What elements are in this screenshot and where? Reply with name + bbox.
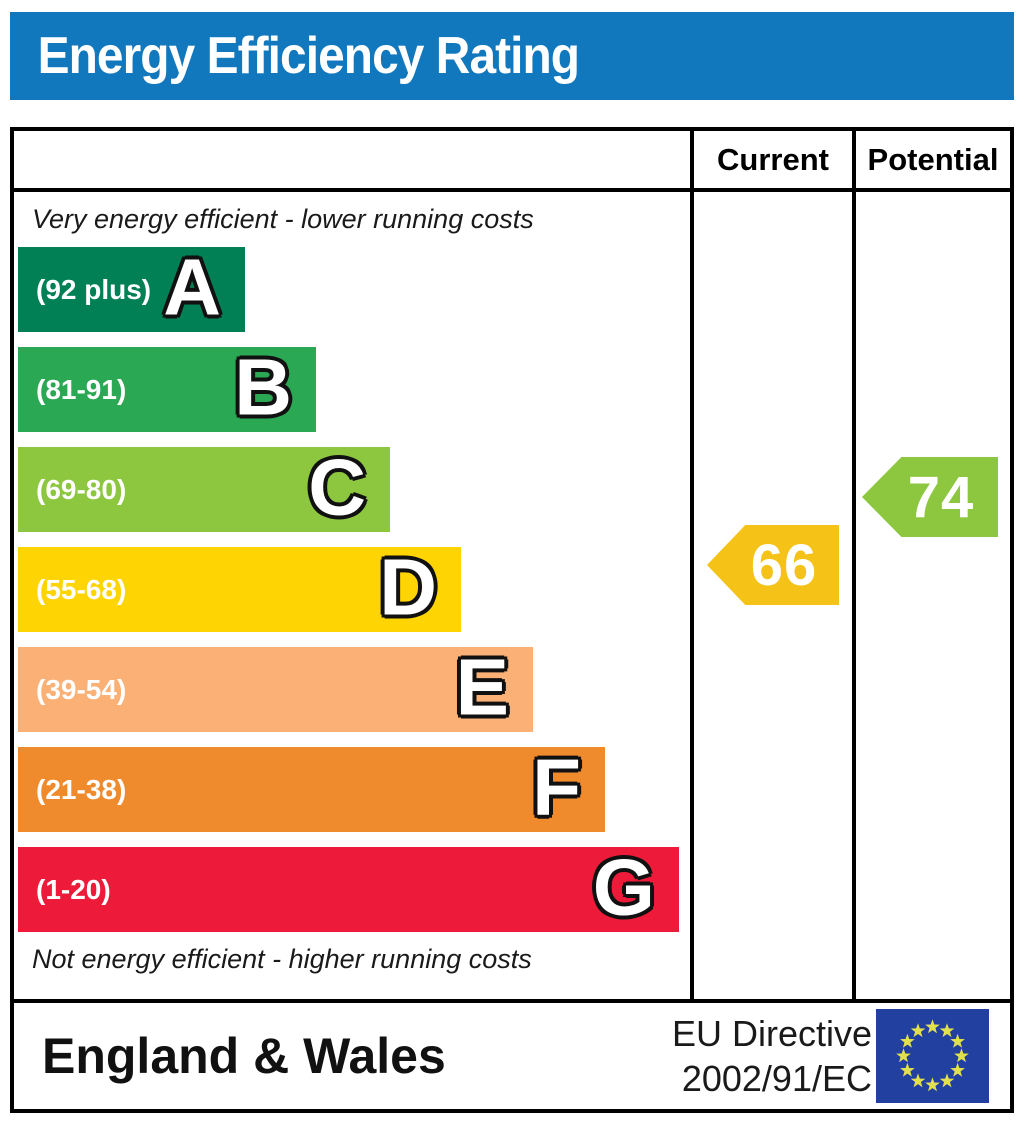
footer: England & Wales EU Directive 2002/91/EC (10, 999, 1014, 1113)
title-bar: Energy Efficiency Rating (10, 12, 1014, 100)
header-row-divider (10, 188, 1014, 192)
potential-rating-arrow: 74 (862, 457, 998, 537)
band-letter: D (379, 542, 437, 632)
eu-directive-label: EU Directive 2002/91/EC (604, 1011, 872, 1101)
eu-flag-star (925, 1019, 940, 1034)
band-range-label: (21-38) (36, 773, 127, 805)
band-letter: A (163, 242, 221, 332)
eu-flag-star (950, 1062, 965, 1077)
band-g-bar: (1-20) G (18, 847, 679, 932)
band-d-bar: (55-68) D (18, 547, 461, 632)
band-f-bar: (21-38) F (18, 747, 605, 832)
eu-flag-star (939, 1073, 955, 1088)
band-letter: G (592, 842, 655, 932)
current-column-header: Current (717, 142, 829, 177)
band-a-bar: (92 plus) A (18, 247, 245, 332)
column-divider-potential (852, 127, 856, 1003)
band-range-label: (81-91) (36, 373, 127, 405)
band-letter: B (234, 342, 292, 432)
region-label: England & Wales (42, 1028, 446, 1084)
band-letter: E (455, 642, 509, 732)
band-b-bar: (81-91) B (18, 347, 316, 432)
eu-flag-star (910, 1073, 926, 1088)
band-c-bar: (69-80) C (18, 447, 390, 532)
eu-flag-star (939, 1023, 955, 1038)
band-range-label: (55-68) (36, 573, 127, 605)
current-rating-value: 66 (750, 532, 818, 598)
band-letter: F (532, 742, 581, 832)
eu-flag-star (896, 1048, 911, 1063)
eu-flag-star (900, 1033, 915, 1048)
eu-flag-star (954, 1048, 969, 1063)
eu-directive-line1: EU Directive (671, 1013, 872, 1054)
band-range-label: (1-20) (36, 873, 111, 905)
eu-flag-star (950, 1033, 965, 1048)
eu-directive-line2: 2002/91/EC (681, 1058, 872, 1099)
page-title: Energy Efficiency Rating (37, 27, 580, 85)
eu-flag-star (925, 1077, 940, 1092)
eu-flag-star (910, 1023, 926, 1038)
eu-flag-icon (876, 1009, 989, 1103)
band-range-label: (39-54) (36, 673, 127, 705)
bottom-caption: Not energy efficient - higher running co… (32, 944, 532, 974)
band-range-label: (92 plus) (36, 273, 152, 305)
top-caption: Very energy efficient - lower running co… (32, 204, 534, 234)
potential-rating-value: 74 (907, 464, 975, 530)
column-divider-current (690, 127, 694, 1003)
band-letter: C (308, 442, 366, 532)
potential-column-header: Potential (867, 142, 999, 177)
eu-flag-star (900, 1062, 915, 1077)
band-e-bar: (39-54) E (18, 647, 533, 732)
band-range-label: (69-80) (36, 473, 127, 505)
